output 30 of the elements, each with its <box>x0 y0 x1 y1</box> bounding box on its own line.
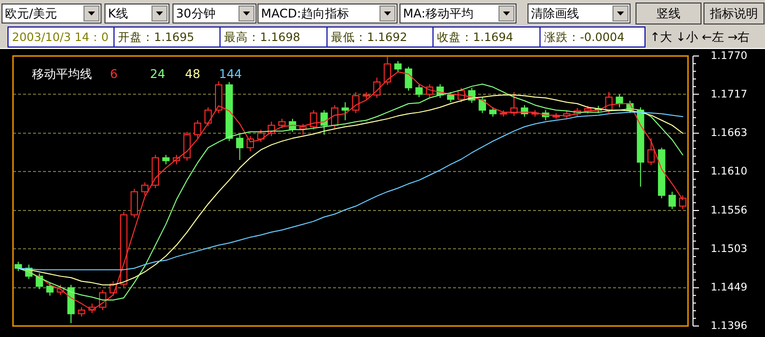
text: ↑大 ↓小 ←左 →右 <box>650 30 750 44</box>
text: MA:移动平均 <box>403 6 474 20</box>
text: 30分钟 <box>176 6 216 20</box>
text: 48 <box>185 67 200 81</box>
text: 欧元/美元 <box>5 6 58 20</box>
text: K线 <box>108 6 128 20</box>
text: 涨跌：-0.0004 <box>544 30 624 44</box>
y-tick-label: 1.1396 <box>710 320 748 332</box>
legend-title: 移动平均线 <box>32 67 92 81</box>
text: 6 <box>110 67 118 81</box>
text: 24 <box>150 67 166 81</box>
y-tick-label: 1.1610 <box>710 166 748 178</box>
text: 最低：1.1692 <box>331 30 408 44</box>
y-tick-label: 1.1717 <box>710 88 748 100</box>
y-tick-label: 1.1449 <box>710 282 748 294</box>
text: 清除画线 <box>531 6 579 20</box>
text: MACD:趋向指标 <box>261 6 350 20</box>
text: 收盘：1.1694 <box>437 30 514 44</box>
text: 竖线 <box>656 6 680 20</box>
text: 开盘：1.1695 <box>118 30 194 44</box>
y-tick-label: 1.1503 <box>710 242 748 255</box>
y-tick-label: 1.1663 <box>710 127 748 140</box>
text: 144 <box>219 67 242 81</box>
text: 指标说明 <box>709 6 758 20</box>
candlestick <box>236 134 244 160</box>
y-tick-label: 1.1770 <box>710 50 748 62</box>
text: 最高：1.1698 <box>224 30 300 44</box>
candlestick <box>342 102 349 121</box>
text: 2003/10/3 14：0 <box>12 30 109 44</box>
y-tick-label: 1.1556 <box>710 204 748 216</box>
